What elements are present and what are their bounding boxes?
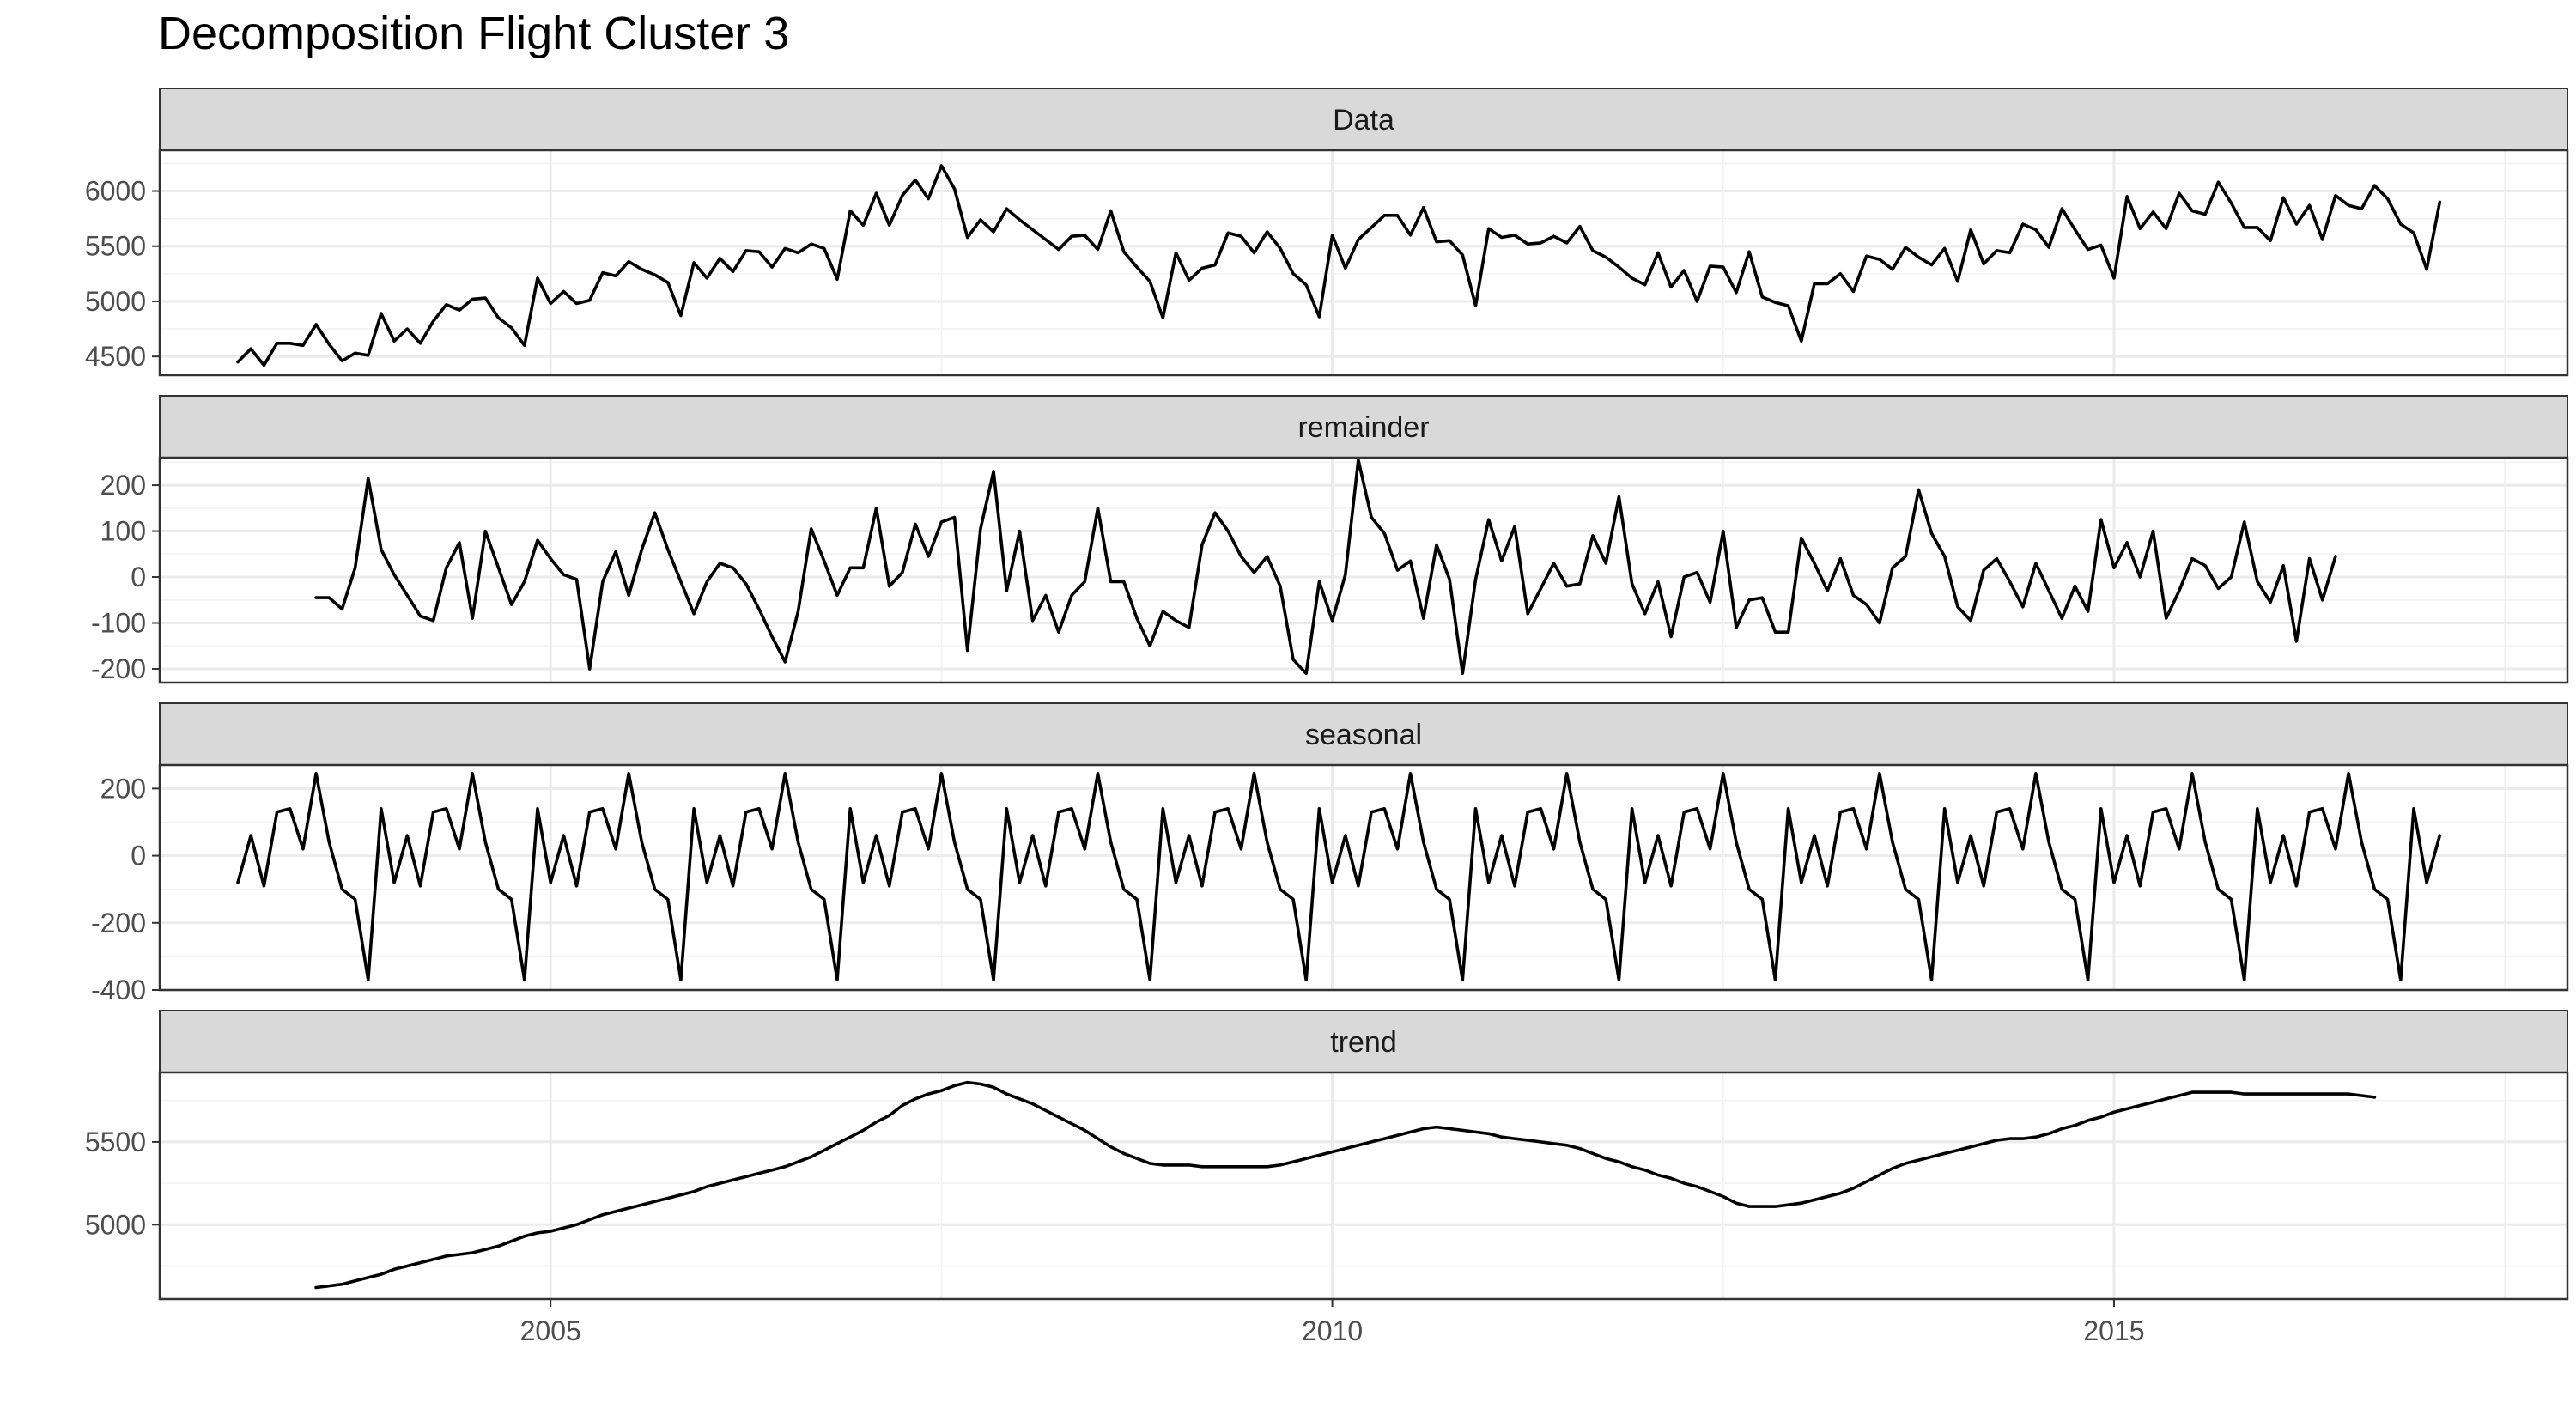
panel-border bbox=[158, 456, 2569, 684]
panel-remainder: remainder -200 -100 0 100 200 bbox=[91, 395, 2569, 684]
y-tick-label: -100 bbox=[91, 607, 146, 638]
x-axis: 2005 2010 2015 bbox=[520, 1299, 2145, 1346]
x-tick-label: 2005 bbox=[520, 1315, 581, 1346]
strip-label: trend bbox=[1330, 1026, 1397, 1059]
y-tick-label: 200 bbox=[100, 470, 146, 501]
chart-title: Decomposition Flight Cluster 3 bbox=[158, 8, 790, 59]
x-tick-label: 2015 bbox=[2083, 1315, 2144, 1346]
y-tick-label: 5000 bbox=[85, 286, 146, 317]
series-line-data bbox=[236, 164, 2442, 367]
y-tick-label: 4500 bbox=[85, 341, 146, 372]
panel-border bbox=[158, 1071, 2569, 1301]
y-tick-label: 100 bbox=[100, 516, 146, 547]
panel-border bbox=[158, 763, 2569, 992]
y-tick-label: 0 bbox=[131, 562, 146, 592]
strip-background bbox=[159, 1010, 2568, 1073]
series-line-trend bbox=[314, 1080, 2377, 1290]
y-tick-label: 0 bbox=[131, 841, 146, 872]
panel-trend: trend 5000 5500 bbox=[85, 1010, 2569, 1301]
strip-background bbox=[159, 395, 2568, 459]
gridlines bbox=[160, 458, 2567, 683]
strip-label: Data bbox=[1333, 104, 1394, 137]
strip-background bbox=[159, 88, 2568, 151]
series-line-remainder bbox=[314, 458, 2337, 676]
gridlines bbox=[160, 150, 2567, 375]
y-tick-label: 6000 bbox=[85, 176, 146, 207]
y-tick-label: 5500 bbox=[85, 231, 146, 262]
y-tick-label: 200 bbox=[100, 773, 146, 804]
strip-label: remainder bbox=[1297, 411, 1429, 444]
panel-border bbox=[158, 149, 2569, 377]
x-tick-label: 2010 bbox=[1302, 1315, 1363, 1346]
y-tick-label: -200 bbox=[91, 653, 146, 684]
y-tick-label: -200 bbox=[91, 908, 146, 938]
panel-data: Data 4500 5000 5500 6000 bbox=[85, 88, 2569, 377]
y-tick-label: -400 bbox=[91, 975, 146, 1005]
strip-background bbox=[159, 702, 2568, 766]
series-line-seasonal bbox=[236, 771, 2442, 982]
strip-label: seasonal bbox=[1305, 719, 1422, 751]
gridlines bbox=[160, 1072, 2567, 1299]
panel-seasonal: seasonal -400 -200 0 200 bbox=[91, 702, 2569, 1005]
y-tick-label: 5000 bbox=[85, 1209, 146, 1240]
y-tick-label: 5500 bbox=[85, 1127, 146, 1157]
